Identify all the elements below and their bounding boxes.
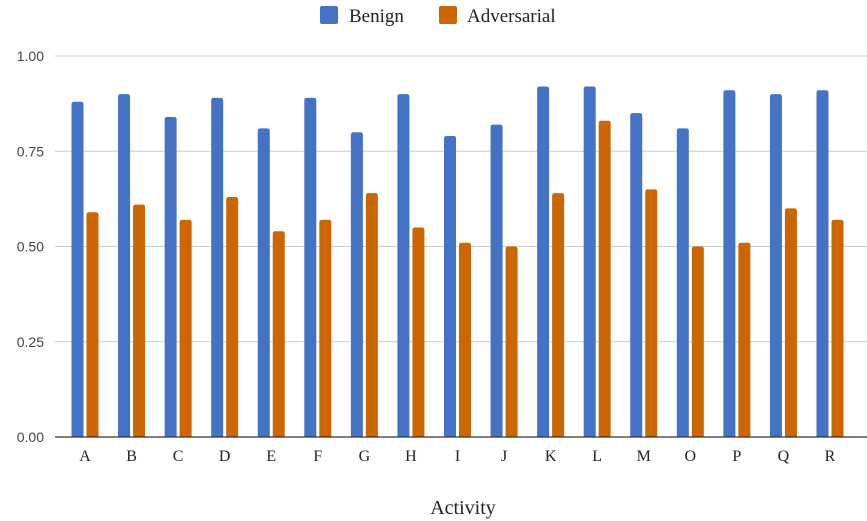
x-tick-label: P (732, 448, 741, 465)
bar-adversarial-r (831, 219, 844, 437)
bar-adversarial-m (645, 189, 658, 437)
y-tick-label: 0.25 (17, 334, 44, 350)
bar-adversarial-p (738, 242, 751, 437)
bars (71, 86, 844, 438)
y-axis-tick-labels: 0.00 0.25 0.50 0.75 1.00 (17, 48, 44, 445)
x-tick-label: G (359, 448, 371, 465)
bar-adversarial-g (365, 193, 378, 437)
bar-benign-e (257, 128, 270, 437)
bar-adversarial-d (226, 196, 239, 437)
bar-benign-c (164, 116, 177, 438)
x-tick-label: Q (778, 448, 790, 465)
legend-swatch-adversarial (439, 6, 457, 24)
bar-adversarial-i (459, 242, 471, 437)
x-tick-label: B (126, 448, 137, 465)
bar-adversarial-j (505, 246, 518, 437)
x-tick-label: O (685, 448, 697, 465)
bar-adversarial-f (319, 219, 332, 437)
bar-adversarial-b (133, 204, 146, 437)
bar-benign-r (816, 90, 829, 437)
x-tick-label: H (405, 448, 417, 465)
x-tick-label: J (501, 448, 507, 465)
bar-adversarial-o (691, 246, 704, 437)
y-tick-label: 0.50 (17, 239, 44, 255)
legend: Benign Adversarial (320, 6, 556, 27)
bar-benign-m (630, 113, 643, 438)
bar-adversarial-k (552, 193, 565, 437)
bar-adversarial-l (598, 120, 611, 438)
bar-adversarial-e (272, 231, 285, 437)
bar-benign-p (723, 90, 736, 437)
bar-adversarial-q (784, 208, 797, 437)
x-tick-label: F (313, 448, 322, 465)
x-tick-label: I (455, 448, 460, 465)
bar-benign-l (583, 86, 596, 437)
y-tick-label: 1.00 (17, 48, 44, 64)
x-tick-label: M (637, 448, 651, 465)
bar-benign-j (490, 124, 503, 437)
legend-swatch-benign (320, 6, 338, 24)
bar-benign-i (444, 136, 456, 437)
bar-adversarial-a (86, 212, 99, 437)
bar-benign-a (71, 101, 84, 437)
x-tick-label: A (79, 448, 91, 465)
bar-benign-o (676, 128, 689, 437)
bar-benign-h (397, 94, 410, 437)
y-tick-label: 0.75 (17, 143, 44, 159)
x-tick-label: K (545, 448, 557, 465)
x-tick-label: C (173, 448, 184, 465)
legend-label-adversarial: Adversarial (467, 6, 556, 27)
x-tick-label: R (825, 448, 836, 465)
legend-label-benign: Benign (349, 6, 404, 27)
x-tick-label: D (219, 448, 231, 465)
x-tick-label: L (592, 448, 602, 465)
bar-benign-b (118, 94, 131, 437)
bar-benign-k (537, 86, 550, 437)
y-tick-label: 0.00 (17, 429, 44, 445)
bar-adversarial-h (412, 227, 425, 437)
x-tick-label: E (266, 448, 276, 465)
bar-benign-q (769, 94, 782, 437)
x-axis-title: Activity (430, 497, 496, 519)
bar-benign-d (211, 97, 224, 437)
bar-benign-g (350, 132, 363, 437)
bar-adversarial-c (179, 219, 192, 437)
bar-benign-f (304, 97, 317, 437)
